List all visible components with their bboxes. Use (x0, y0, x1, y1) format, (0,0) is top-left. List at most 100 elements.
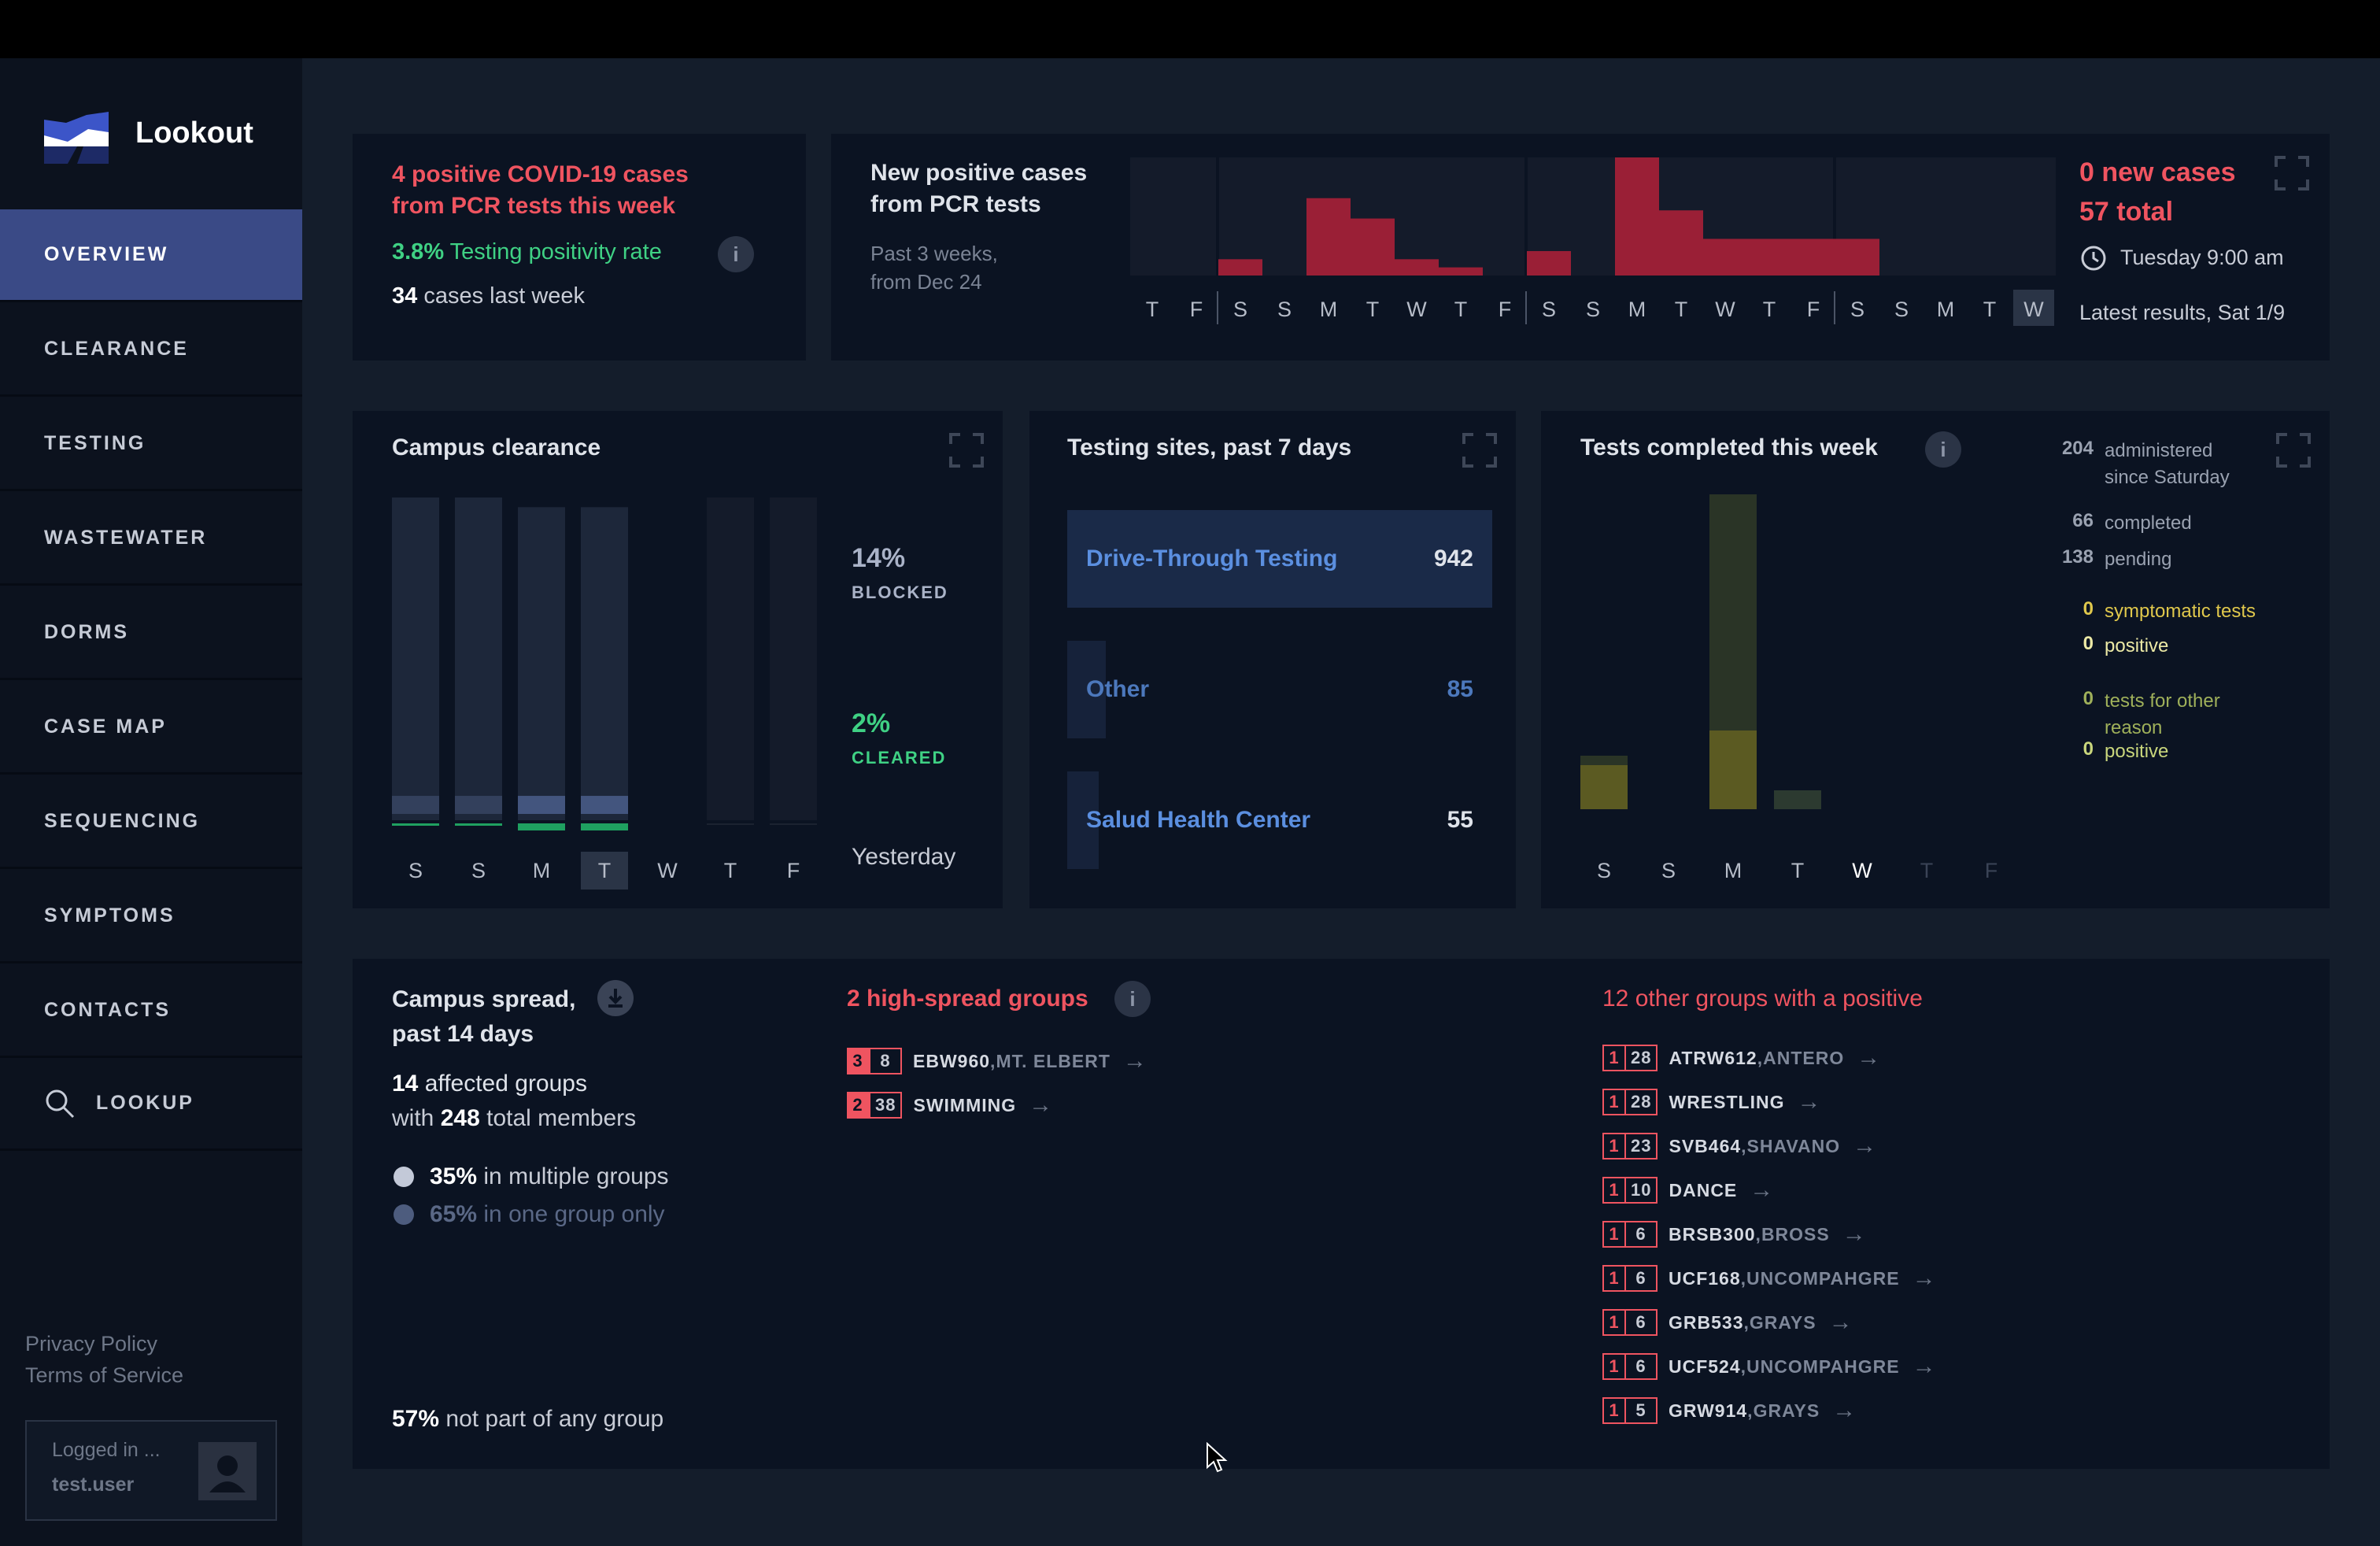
campus-spread-panel: Campus spread, past 14 days 14 affected … (353, 959, 2330, 1469)
cleared-bar (581, 823, 628, 830)
info-icon[interactable]: i (1114, 981, 1151, 1017)
positive-count: 1 (1602, 1177, 1624, 1204)
nav-item-wastewater[interactable]: WASTEWATER (0, 493, 302, 586)
blocked-label: BLOCKED (852, 583, 948, 602)
arrow-right-icon: → (1797, 1089, 1822, 1115)
cleared-pct: 2% (852, 708, 891, 738)
nav-item-case-map[interactable]: CASE MAP (0, 682, 302, 775)
nav-item-sequencing[interactable]: SEQUENCING (0, 776, 302, 869)
day-label: M (532, 858, 551, 882)
positive-count: 1 (1602, 1309, 1624, 1336)
download-icon[interactable] (597, 979, 634, 1017)
affected-count: 14 (392, 1071, 419, 1097)
case-bar (1395, 259, 1439, 276)
day-label: T (1454, 298, 1468, 321)
day-label: S (1542, 298, 1556, 321)
last-week-value: 34 (392, 283, 418, 309)
group-row[interactable]: 1 6 UCF524, UNCOMPAHGRE → (1602, 1351, 1937, 1382)
new-cases-count: 0 new cases (2079, 157, 2236, 187)
clearance-chart (392, 497, 817, 830)
case-bar (1703, 239, 1747, 276)
other-groups-list: 1 28 ATRW612, ANTERO → 1 28 WRESTLING → 1 23 SVB46… (1602, 1042, 2153, 1452)
case-bar (1659, 210, 1703, 276)
case-bar (1351, 218, 1395, 276)
stat-number: 0 (2082, 688, 2094, 709)
nav-item-dorms[interactable]: DORMS (0, 587, 302, 680)
nav-item-symptoms[interactable]: SYMPTOMS (0, 871, 302, 963)
day-label: T (1146, 298, 1159, 321)
group-size: 6 (1624, 1309, 1658, 1336)
user-card[interactable]: Logged in ... test.user (25, 1420, 277, 1521)
arrow-right-icon: → (1029, 1092, 1054, 1118)
lookout-logo (44, 112, 109, 164)
day-label: F (1807, 298, 1820, 321)
expand-icon[interactable] (1462, 433, 1497, 468)
group-badge: 2 38 (847, 1092, 903, 1119)
positive-count: 2 (847, 1092, 869, 1119)
blocked-pct: 14% (852, 543, 906, 573)
group-row[interactable]: 1 28 ATRW612, ANTERO → (1602, 1042, 1881, 1074)
group-size: 6 (1624, 1221, 1658, 1248)
privacy-policy-link[interactable]: Privacy Policy (25, 1332, 158, 1356)
expand-icon[interactable] (2275, 156, 2309, 190)
nav-lookup[interactable]: LOOKUP (0, 1058, 302, 1151)
group-row[interactable]: 2 38 SWIMMING → (847, 1089, 1053, 1121)
sites-list: Drive-Through Testing 942 Other 85 Salud Hea… (1067, 510, 1492, 888)
total-cases: 57 total (2079, 197, 2174, 227)
positivity-rate: 3.8% Testing positivity rate (392, 239, 662, 265)
cleared-label: CLEARED (852, 748, 947, 767)
group-row[interactable]: 3 8 EBW960, MT. ELBERT → (847, 1045, 1148, 1077)
no-group: 57% not part of any group (392, 1406, 663, 1433)
cleared-bar (770, 823, 817, 825)
completed-bar (1580, 765, 1628, 809)
case-bar (1747, 239, 1791, 276)
nav-item-clearance[interactable]: CLEARANCE (0, 304, 302, 397)
stat-label: administered since Saturday (2105, 440, 2230, 488)
day-label: S (1596, 858, 1611, 882)
case-bar (1306, 198, 1351, 276)
group-row[interactable]: 1 6 UCF168, UNCOMPAHGRE → (1602, 1263, 1937, 1294)
day-label: W (657, 858, 678, 882)
members-pre: with (392, 1105, 434, 1131)
multi-pct: 35% (430, 1163, 478, 1189)
nav-item-overview[interactable]: OVERVIEW (0, 209, 302, 302)
day-label: T (1763, 298, 1776, 321)
group-location: SHAVANO (1746, 1135, 1841, 1156)
group-row[interactable]: 1 10 DANCE → (1602, 1174, 1774, 1206)
info-icon[interactable]: i (718, 236, 754, 272)
stat-label: positive (2105, 741, 2169, 762)
expand-icon[interactable] (949, 433, 984, 468)
group-row[interactable]: 1 23 SVB464, SHAVANO → (1602, 1130, 1877, 1162)
stat-number: 0 (2082, 633, 2094, 654)
group-location: BROSS (1761, 1223, 1830, 1245)
site-row[interactable]: Salud Health Center 55 (1067, 771, 1492, 869)
site-count: 942 (1433, 546, 1473, 571)
update-time: Tuesday 9:00 am (2120, 246, 2284, 269)
case-bar (1615, 157, 1659, 276)
info-icon[interactable]: i (1925, 431, 1961, 468)
last-week-label: cases last week (423, 283, 586, 309)
logged-in-label: Logged in ... (52, 1439, 161, 1461)
one-label: in one group only (483, 1201, 665, 1227)
group-row[interactable]: 1 6 GRB533, GRAYS → (1602, 1307, 1853, 1338)
group-size: 38 (869, 1092, 903, 1119)
arrow-right-icon: → (1122, 1048, 1148, 1074)
terms-link[interactable]: Terms of Service (25, 1363, 184, 1387)
day-label: F (1984, 858, 1998, 882)
group-row[interactable]: 1 6 BRSB300, BROSS → (1602, 1219, 1867, 1250)
group-row[interactable]: 1 28 WRESTLING → (1602, 1086, 1821, 1118)
nav-item-testing[interactable]: TESTING (0, 398, 302, 491)
site-row[interactable]: Drive-Through Testing 942 (1067, 510, 1492, 608)
site-name: Salud Health Center (1086, 807, 1311, 833)
day-label: T (1791, 858, 1805, 882)
site-row[interactable]: Other 85 (1067, 641, 1492, 738)
group-size: 23 (1624, 1133, 1658, 1160)
positive-count: 1 (1602, 1221, 1624, 1248)
site-count: 85 (1447, 676, 1473, 702)
nav-item-contacts[interactable]: CONTACTS (0, 965, 302, 1058)
tests-week-title: Tests completed this week (1580, 435, 1878, 460)
group-row[interactable]: 1 5 GRW914, GRAYS → (1602, 1395, 1857, 1426)
group-name: UCF168 (1669, 1267, 1741, 1289)
expand-icon[interactable] (2276, 433, 2311, 468)
